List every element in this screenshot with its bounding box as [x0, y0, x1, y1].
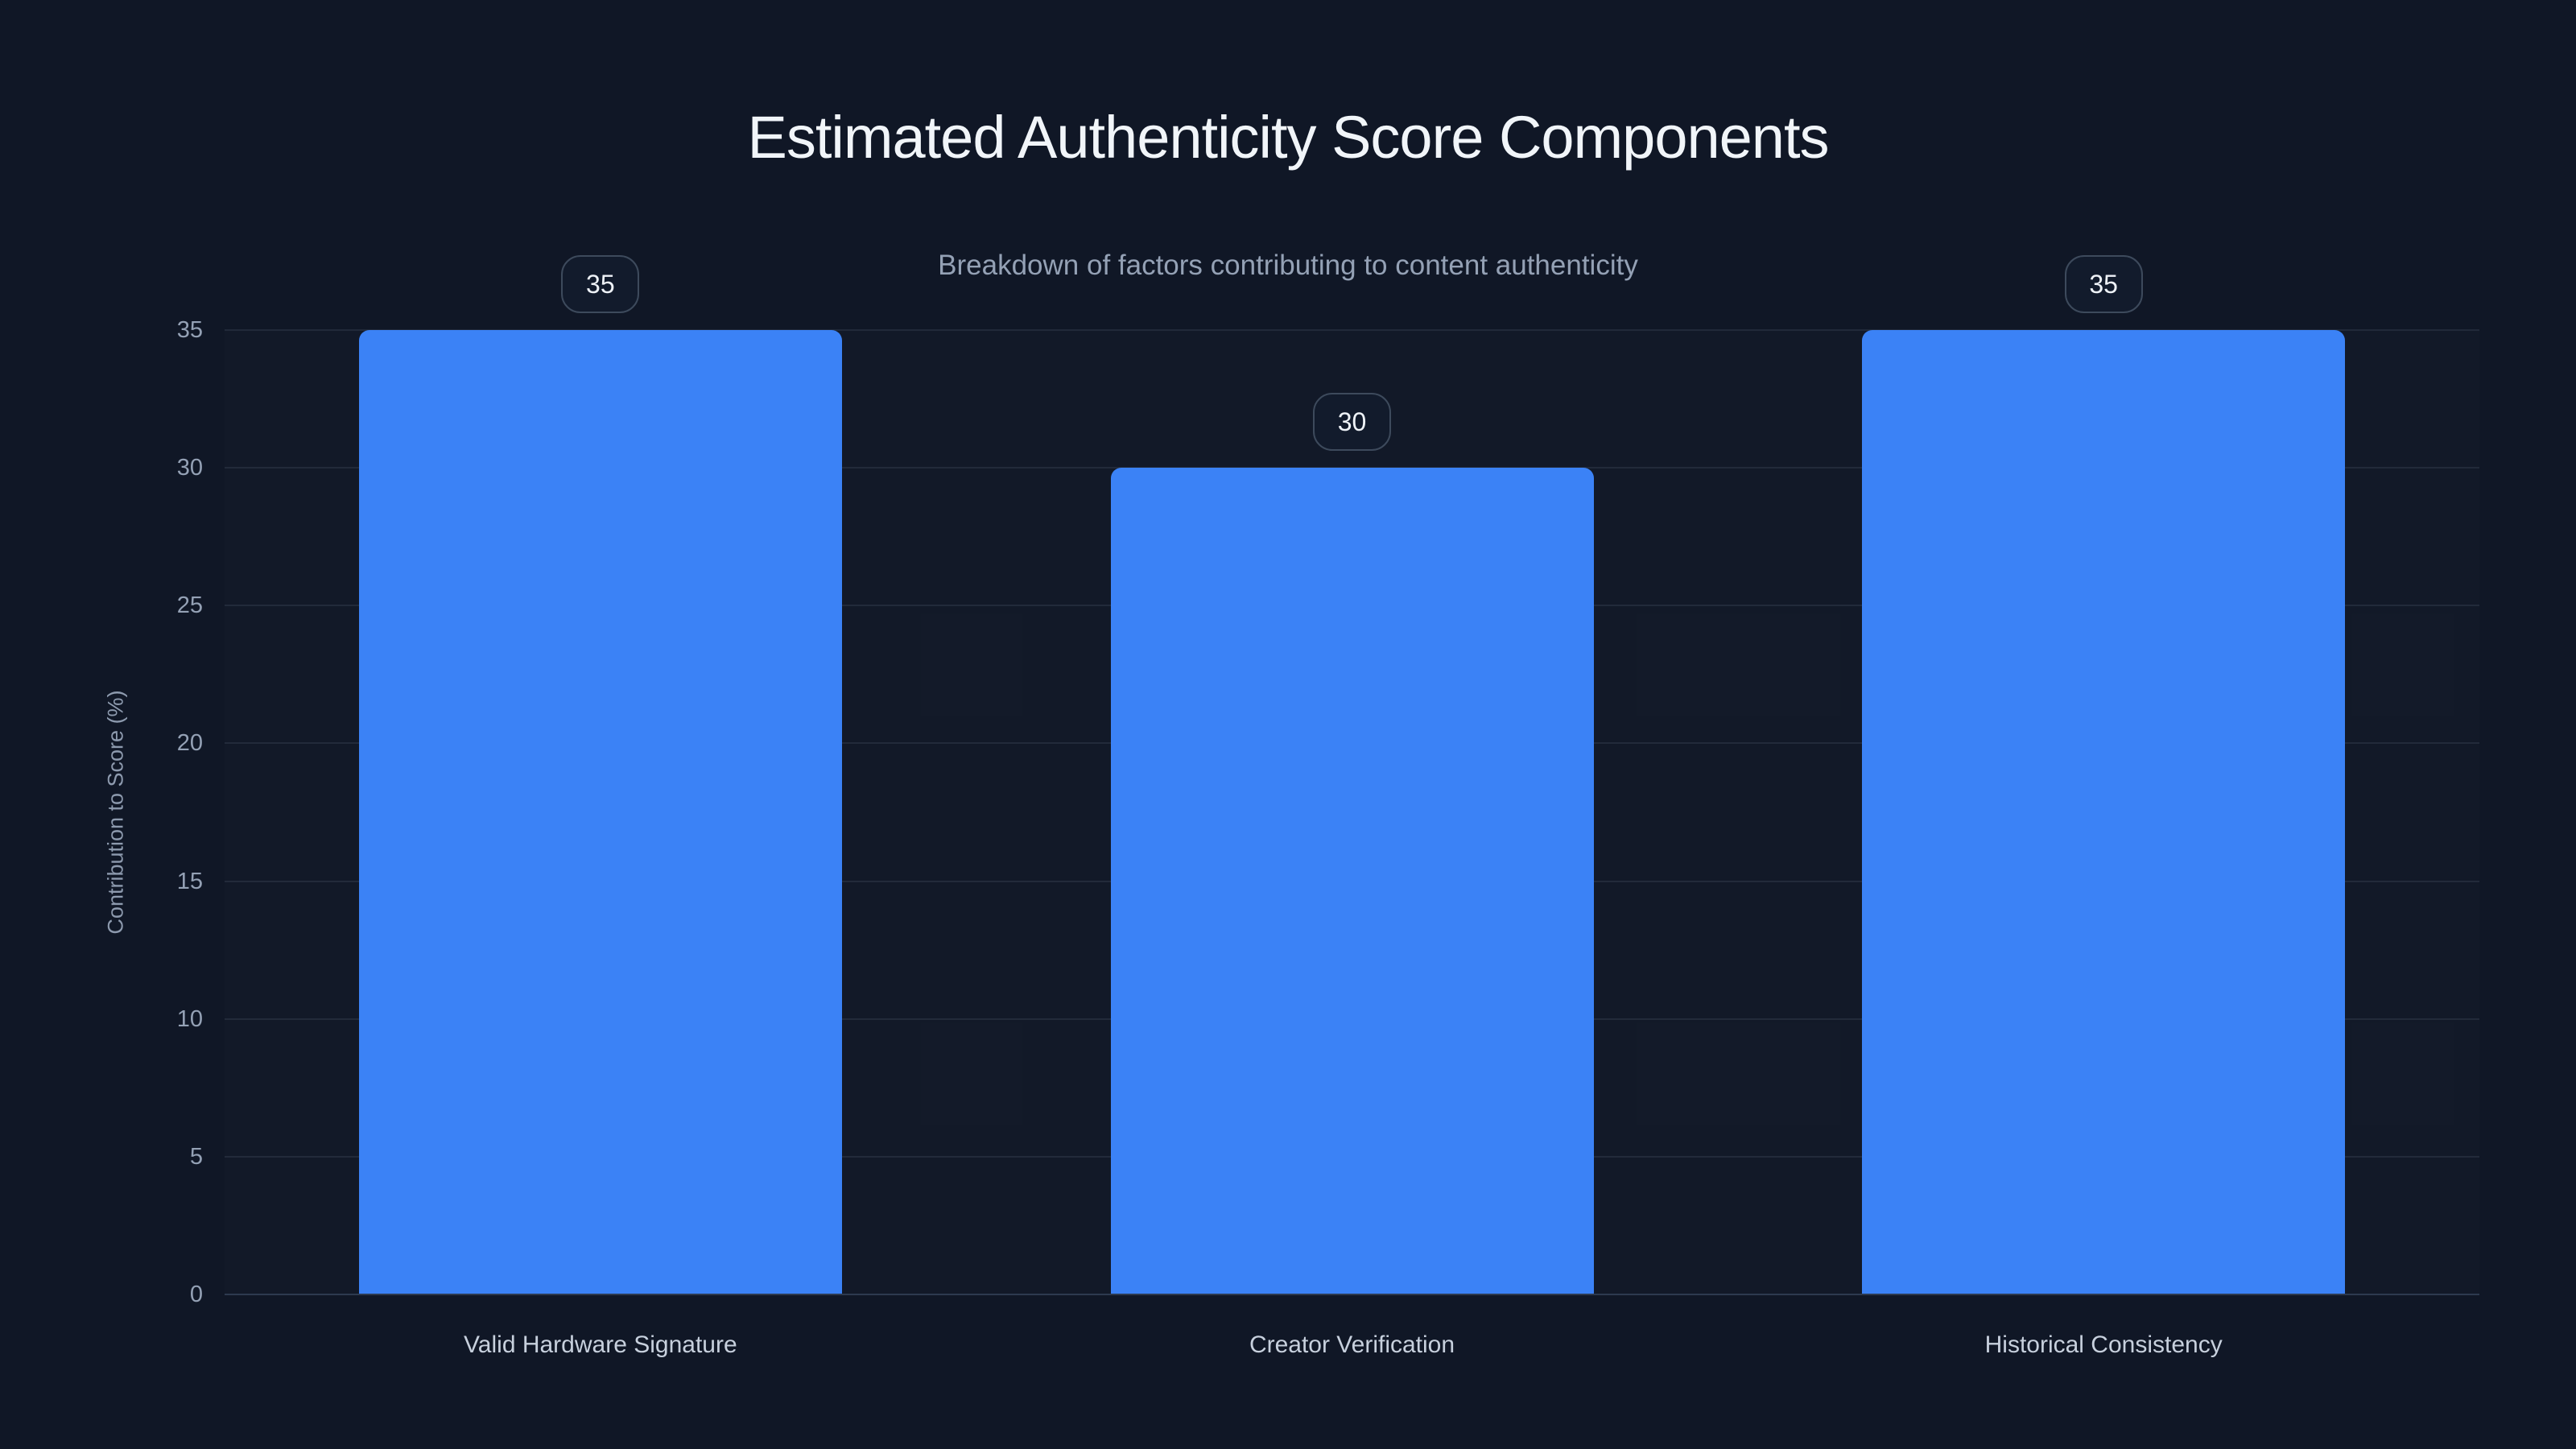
grid-line [225, 329, 2479, 331]
chart-subtitle: Breakdown of factors contributing to con… [938, 250, 1638, 281]
y-tick-label: 15 [176, 868, 203, 894]
y-tick-label: 0 [189, 1282, 203, 1307]
y-tick-label: 5 [189, 1143, 203, 1170]
y-tick-label: 10 [176, 1005, 203, 1032]
bar [1110, 468, 1594, 1294]
bar [358, 330, 842, 1294]
y-tick-label: 30 [176, 455, 203, 481]
y-axis-title: Contribution to Score (%) [103, 690, 128, 935]
x-category-label: Creator Verification [1249, 1331, 1455, 1358]
chart-title: Estimated Authenticity Score Components [747, 104, 1829, 171]
y-tick-label: 20 [176, 730, 203, 757]
bar-value-badge: 35 [2064, 255, 2143, 313]
bar [1862, 330, 2346, 1294]
bar-value-badge: 35 [561, 255, 640, 313]
y-tick-label: 35 [176, 317, 203, 343]
x-axis-line [225, 1294, 2479, 1295]
bar-value-badge: 30 [1313, 393, 1391, 452]
x-category-label: Valid Hardware Signature [464, 1331, 737, 1358]
y-tick-label: 25 [176, 592, 203, 619]
x-category-label: Historical Consistency [1984, 1331, 2223, 1358]
